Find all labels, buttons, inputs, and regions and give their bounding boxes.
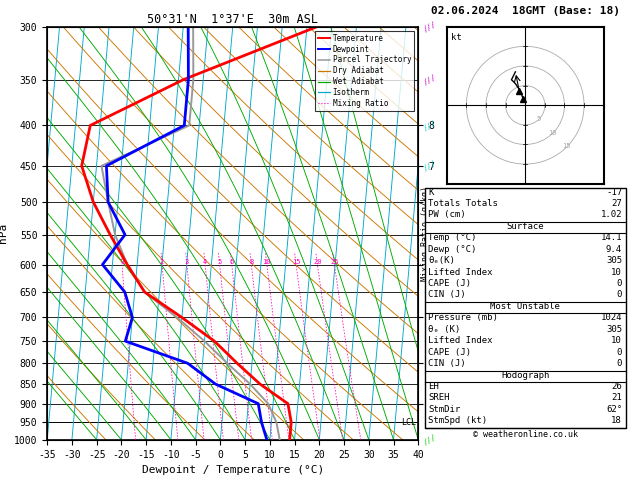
- Text: Temp (°C): Temp (°C): [428, 233, 477, 243]
- Text: ∕∕∕: ∕∕∕: [421, 356, 438, 371]
- Text: Totals Totals: Totals Totals: [428, 199, 498, 208]
- Text: 14.1: 14.1: [601, 233, 622, 243]
- Text: LCL: LCL: [401, 418, 416, 427]
- Text: 2: 2: [160, 259, 164, 264]
- Text: 5: 5: [218, 259, 222, 264]
- Text: 305: 305: [606, 325, 622, 334]
- Text: 10: 10: [611, 336, 622, 345]
- Text: CIN (J): CIN (J): [428, 359, 466, 368]
- Text: 21: 21: [611, 393, 622, 402]
- Text: CIN (J): CIN (J): [428, 291, 466, 299]
- Text: K: K: [428, 188, 434, 197]
- Text: Hodograph: Hodograph: [501, 370, 549, 380]
- Text: kt: kt: [450, 33, 462, 42]
- Text: 0: 0: [616, 279, 622, 288]
- Text: © weatheronline.co.uk: © weatheronline.co.uk: [473, 430, 577, 439]
- Text: ∕∕∕: ∕∕∕: [421, 334, 438, 348]
- Text: 9.4: 9.4: [606, 245, 622, 254]
- Y-axis label: hPa: hPa: [0, 223, 8, 243]
- Text: 02.06.2024  18GMT (Base: 18): 02.06.2024 18GMT (Base: 18): [431, 6, 620, 16]
- Text: 62°: 62°: [606, 405, 622, 414]
- Text: Mixing Ratio (g/kg): Mixing Ratio (g/kg): [421, 186, 430, 281]
- Text: ∕∕∕: ∕∕∕: [421, 19, 438, 34]
- Text: 1.02: 1.02: [601, 210, 622, 220]
- Text: 10: 10: [611, 268, 622, 277]
- Text: CAPE (J): CAPE (J): [428, 279, 471, 288]
- Text: ∕∕∕: ∕∕∕: [421, 72, 438, 87]
- Text: PW (cm): PW (cm): [428, 210, 466, 220]
- Text: Surface: Surface: [506, 222, 544, 231]
- Text: ∕∕∕: ∕∕∕: [421, 158, 438, 173]
- Text: 305: 305: [606, 256, 622, 265]
- Text: 15: 15: [562, 143, 571, 149]
- Text: θₑ(K): θₑ(K): [428, 256, 455, 265]
- Text: ∕∕∕: ∕∕∕: [421, 285, 438, 299]
- Text: 27: 27: [611, 199, 622, 208]
- Text: 20: 20: [313, 259, 321, 264]
- Text: ∕∕∕: ∕∕∕: [421, 227, 438, 242]
- Text: 1024: 1024: [601, 313, 622, 322]
- Text: 15: 15: [292, 259, 300, 264]
- Text: ∕∕∕: ∕∕∕: [421, 118, 438, 133]
- Text: 4: 4: [203, 259, 207, 264]
- Text: 10: 10: [548, 130, 557, 136]
- Text: EH: EH: [428, 382, 439, 391]
- Text: Dewp (°C): Dewp (°C): [428, 245, 477, 254]
- Text: 26: 26: [611, 382, 622, 391]
- Text: 5: 5: [537, 116, 541, 122]
- Text: -17: -17: [606, 188, 622, 197]
- Text: Pressure (mb): Pressure (mb): [428, 313, 498, 322]
- Text: Lifted Index: Lifted Index: [428, 336, 493, 345]
- Text: ∕∕∕: ∕∕∕: [421, 310, 438, 325]
- Title: 50°31'N  1°37'E  30m ASL: 50°31'N 1°37'E 30m ASL: [147, 13, 318, 26]
- Text: θₑ (K): θₑ (K): [428, 325, 460, 334]
- Text: 0: 0: [616, 359, 622, 368]
- Text: 3: 3: [185, 259, 189, 264]
- Text: Most Unstable: Most Unstable: [490, 302, 560, 311]
- Text: CAPE (J): CAPE (J): [428, 347, 471, 357]
- X-axis label: Dewpoint / Temperature (°C): Dewpoint / Temperature (°C): [142, 465, 324, 475]
- Text: ∕∕∕: ∕∕∕: [421, 433, 438, 447]
- Y-axis label: km
ASL: km ASL: [450, 233, 468, 255]
- Text: 18: 18: [611, 416, 622, 425]
- Text: ∕∕∕: ∕∕∕: [421, 257, 438, 272]
- Text: 25: 25: [330, 259, 338, 264]
- Text: 0: 0: [616, 347, 622, 357]
- Text: ∕∕∕: ∕∕∕: [421, 377, 438, 391]
- Text: ∕∕∕: ∕∕∕: [421, 396, 438, 411]
- Text: StmDir: StmDir: [428, 405, 460, 414]
- Text: 6: 6: [230, 259, 234, 264]
- Text: 0: 0: [616, 291, 622, 299]
- Text: 10: 10: [263, 259, 271, 264]
- Text: ∕∕∕: ∕∕∕: [421, 415, 438, 430]
- Text: ∕∕∕: ∕∕∕: [421, 194, 438, 209]
- Text: StmSpd (kt): StmSpd (kt): [428, 416, 487, 425]
- Text: 8: 8: [249, 259, 253, 264]
- Text: Lifted Index: Lifted Index: [428, 268, 493, 277]
- Text: 1: 1: [120, 259, 124, 264]
- Legend: Temperature, Dewpoint, Parcel Trajectory, Dry Adiabat, Wet Adiabat, Isotherm, Mi: Temperature, Dewpoint, Parcel Trajectory…: [315, 31, 415, 111]
- Text: SREH: SREH: [428, 393, 450, 402]
